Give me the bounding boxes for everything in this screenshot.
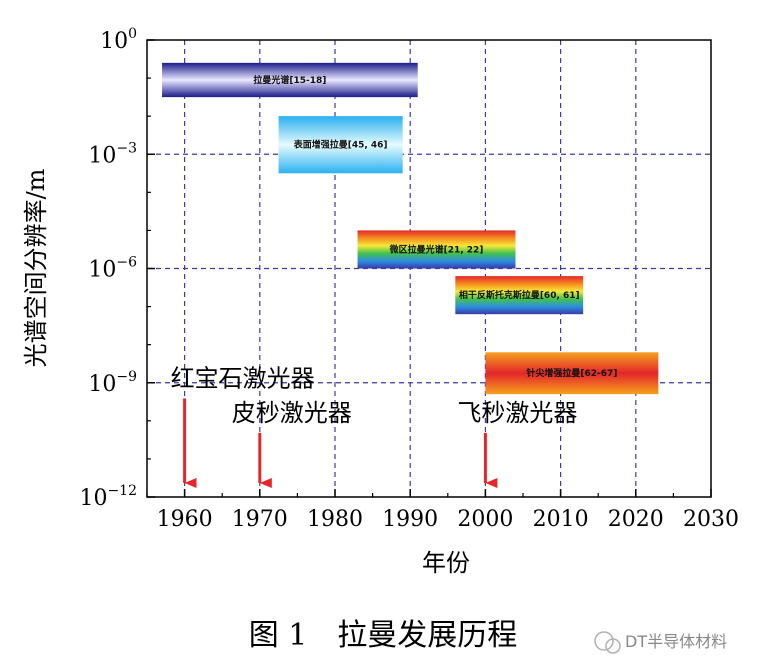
x-tick-label: 2030 [683, 507, 739, 532]
wechat-icon [594, 631, 614, 651]
x-tick-label: 2020 [608, 507, 664, 532]
watermark-text: DT半导体材料 [625, 632, 727, 651]
x-axis-label: 年份 [422, 549, 470, 577]
bar [278, 116, 403, 174]
y-tick-label: 10−6 [88, 255, 137, 283]
x-tick-label: 2010 [533, 507, 589, 532]
x-tick-label: 1970 [232, 507, 288, 532]
bar [455, 276, 584, 315]
watermark: DT半导体材料 [594, 631, 727, 654]
x-tick-label: 1960 [157, 507, 213, 532]
bar [162, 62, 418, 98]
figure-caption: 图 1 拉曼发展历程 [249, 618, 518, 653]
annotation-label: 飞秒激光器 [457, 399, 577, 427]
bar-label: 表面增强拉曼[45, 46] [293, 139, 388, 151]
bar-label: 针尖增强拉曼[62-67] [526, 367, 617, 379]
wechat-icon-bubble [605, 638, 621, 654]
x-tick-label: 1990 [382, 507, 438, 532]
y-tick-label: 10−12 [79, 483, 137, 511]
annotation-label: 红宝石激光器 [171, 365, 315, 393]
y-axis: 100 10−3 10−6 10−9 10−12 [79, 26, 155, 511]
y-axis-label: 光谱空间分辨率/m [22, 168, 50, 367]
bar-label: 拉曼光谱[15-18] [253, 74, 326, 86]
y-tick-label: 10−9 [88, 369, 137, 397]
x-axis: 1960 1970 1980 1990 2000 2010 2020 2030 [146, 489, 739, 532]
bar-label: 相干反斯托克斯拉曼[60, 61] [459, 289, 580, 301]
x-tick-label: 2000 [457, 507, 513, 532]
annotation-label: 皮秒激光器 [232, 399, 352, 427]
bars: 拉曼光谱[15-18] 表面增强拉曼[45, 46] 微区拉曼光谱[21, 22] 相… [162, 62, 659, 395]
bar [485, 352, 659, 395]
y-tick-label: 100 [100, 26, 137, 54]
bar-label: 微区拉曼光谱[21, 22] [389, 243, 484, 255]
x-tick-label: 1980 [307, 507, 363, 532]
bar [357, 230, 516, 269]
y-tick-label: 10−3 [88, 140, 137, 168]
